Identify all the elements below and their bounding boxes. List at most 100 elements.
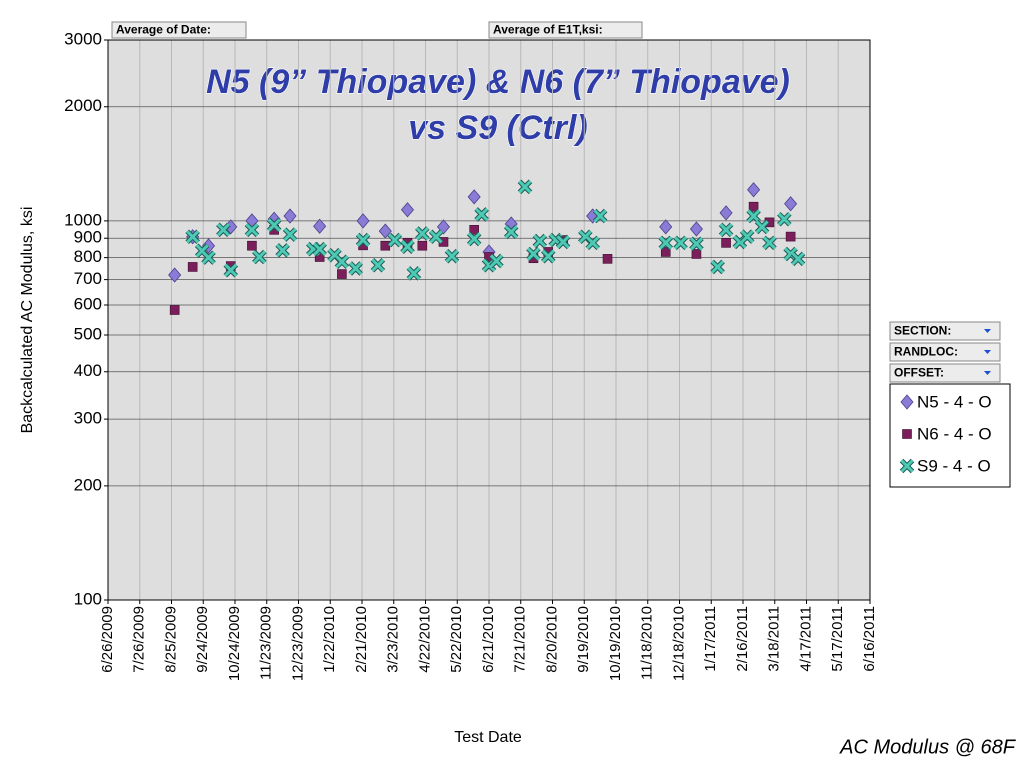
y-tick-label: 400 (74, 361, 102, 380)
point (400, 202, 415, 218)
point-fill (489, 254, 503, 268)
point (400, 239, 415, 254)
x-tick-label: 5/17/2011 (829, 606, 846, 672)
point (201, 250, 216, 265)
point-fill (276, 243, 290, 257)
point (785, 231, 796, 242)
filter-button-label[interactable]: RANDLOC: (894, 345, 958, 359)
point (216, 222, 231, 238)
point (252, 249, 267, 265)
filter-buttons: SECTION: RANDLOC: OFFSET: (889, 321, 1001, 383)
point (444, 248, 460, 264)
dropdown-arrow[interactable] (984, 350, 991, 354)
point (526, 246, 541, 262)
point-fill (371, 258, 385, 272)
field-button-label[interactable]: Average of Date: (116, 23, 211, 37)
point (784, 196, 798, 212)
dropdown-arrow[interactable] (984, 329, 991, 333)
field-button[interactable] (111, 21, 247, 39)
x-tick-label: 4/22/2010 (416, 606, 433, 673)
y-tick-label: 200 (74, 475, 102, 494)
point (691, 249, 702, 259)
point-fill (400, 240, 415, 254)
x-tick-label: 8/20/2010 (543, 606, 560, 673)
point (370, 257, 386, 273)
point-fill (335, 255, 349, 269)
legend-marker (899, 458, 915, 474)
y-tick-label: 1000 (64, 210, 102, 229)
point-fill (467, 232, 481, 246)
point-fill (415, 226, 429, 241)
filter-button[interactable] (889, 363, 1001, 383)
y-axis-label: Backcalculated AC Modulus, ksi (19, 207, 36, 434)
point (337, 269, 347, 279)
plot-border (107, 39, 871, 601)
x-tick-label: 3/18/2011 (766, 606, 783, 672)
point-fill (719, 223, 733, 237)
filter-button-label[interactable]: SECTION: (894, 324, 951, 338)
y-tick-label: 900 (74, 228, 102, 247)
point (719, 205, 733, 221)
y-tick-label: 300 (74, 409, 102, 428)
filter-button[interactable] (889, 342, 1001, 362)
field-button-label[interactable]: Average of E1T,ksi: (493, 23, 603, 37)
point (406, 266, 422, 281)
point (313, 218, 327, 234)
point (747, 182, 761, 198)
point-fill (791, 252, 805, 266)
point (721, 238, 731, 248)
point (244, 222, 260, 238)
filter-button[interactable] (889, 321, 1001, 341)
point-fill (689, 237, 703, 251)
point (467, 189, 481, 205)
point (247, 240, 257, 251)
x-tick-label: 2/16/2011 (734, 606, 751, 672)
point-fill (586, 236, 600, 250)
point-fill (429, 230, 443, 244)
point (169, 305, 180, 315)
point-fill (224, 263, 238, 277)
x-tick-label: 10/19/2010 (607, 606, 624, 681)
point (673, 235, 688, 251)
point (555, 234, 571, 250)
y-tick-label: 700 (74, 269, 102, 288)
point-fill (533, 234, 547, 248)
point (168, 267, 182, 283)
x-tick-label: 1/22/2010 (321, 606, 338, 673)
filter-button-label[interactable]: OFFSET: (894, 366, 944, 380)
point (489, 253, 504, 269)
point-fill (747, 209, 761, 223)
x-tick-label: 3/23/2010 (385, 606, 402, 673)
point-fill (313, 242, 327, 256)
dropdown-arrow[interactable] (984, 371, 991, 375)
point (689, 221, 703, 237)
footnote: AC Modulus @ 68F (839, 736, 1017, 758)
legend-marker (900, 394, 914, 410)
point (223, 262, 239, 278)
point (658, 235, 674, 251)
point-fill (659, 236, 673, 250)
point-fill (216, 223, 230, 237)
x-tick-label: 9/24/2009 (194, 606, 211, 673)
point (754, 219, 770, 235)
field-button[interactable] (488, 21, 643, 39)
point (380, 240, 391, 251)
x-tick-label: 5/22/2010 (448, 606, 465, 673)
title-line: vs S9 (Ctrl) (408, 109, 588, 147)
point (355, 232, 371, 248)
point (739, 229, 755, 244)
point-fill (526, 247, 541, 261)
point (283, 208, 297, 224)
y-tick-label: 500 (74, 324, 102, 343)
point (187, 262, 198, 272)
point-fill (556, 235, 570, 249)
point-fill (740, 230, 754, 244)
point-fill (475, 207, 489, 221)
point (378, 223, 392, 239)
point (428, 229, 444, 245)
point (746, 208, 761, 224)
y-tick-label: 3000 (64, 29, 102, 48)
point-fill (186, 230, 200, 244)
point-fill (407, 266, 421, 280)
